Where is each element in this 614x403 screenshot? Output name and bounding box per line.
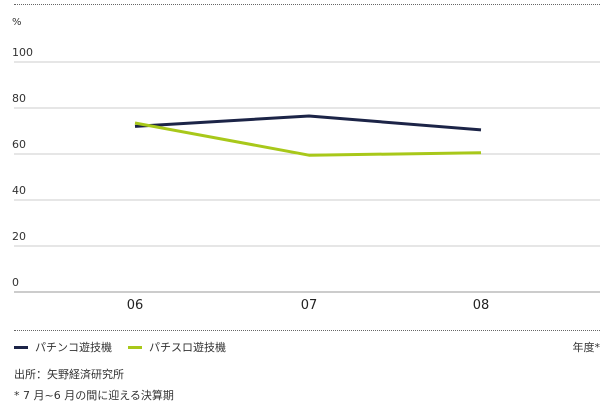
legend-swatch-pachislot <box>128 345 142 349</box>
top-dotted-rule <box>14 4 600 5</box>
legend-label-pachislot: パチスロ遊技機 <box>149 341 226 354</box>
y-unit-label: % <box>12 17 22 28</box>
source-note: 出所：矢野経済研究所 <box>14 368 124 381</box>
y-tick-label-0: 0 <box>12 276 19 289</box>
legend-item-pachinko: パチンコ遊技機 <box>14 339 112 355</box>
fiscal-year-note: * 7 月~6 月の間に迎える決算期 <box>14 389 174 402</box>
bottom-dotted-rule <box>14 330 600 331</box>
x-tick-label-07: 07 <box>301 298 318 313</box>
legend-swatch-pachinko <box>14 345 28 349</box>
y-tick-label-20: 20 <box>12 230 26 243</box>
series-lines <box>134 114 482 157</box>
line-chart: % 0 20 40 60 80 100 06 07 08 <box>12 17 600 313</box>
x-tick-label-06: 06 <box>127 298 144 313</box>
y-tick-label-60: 60 <box>12 138 26 151</box>
series-line-1 <box>134 121 482 157</box>
x-axis-label: 年度* <box>572 341 601 354</box>
y-tick-label-40: 40 <box>12 184 26 197</box>
legend: パチンコ遊技機 パチスロ遊技機 <box>14 339 242 355</box>
x-tick-label-08: 08 <box>473 298 490 313</box>
y-tick-label-100: 100 <box>12 46 33 59</box>
x-tick-labels: 06 07 08 <box>127 298 490 313</box>
series-line-0 <box>134 114 482 132</box>
legend-label-pachinko: パチンコ遊技機 <box>35 341 112 354</box>
y-tick-labels: 0 20 40 60 80 100 <box>12 46 33 289</box>
gridlines <box>14 61 600 293</box>
y-tick-label-80: 80 <box>12 92 26 105</box>
legend-item-pachislot: パチスロ遊技機 <box>128 339 226 355</box>
